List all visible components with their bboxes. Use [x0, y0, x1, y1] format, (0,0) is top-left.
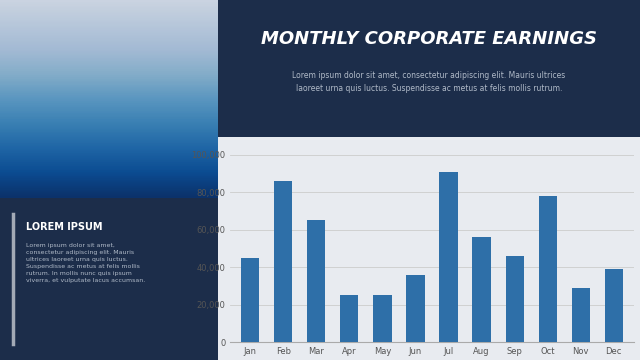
- Bar: [539, 196, 557, 342]
- Bar: [472, 237, 491, 342]
- Bar: [406, 275, 424, 342]
- Bar: [572, 288, 590, 342]
- Bar: [605, 269, 623, 342]
- Bar: [506, 256, 524, 342]
- Text: LOREM IPSUM: LOREM IPSUM: [26, 222, 102, 232]
- Bar: [274, 181, 292, 342]
- Text: Lorem ipsum dolor sit amet, consectetur adipiscing elit. Mauris ultrices
laoreet: Lorem ipsum dolor sit amet, consectetur …: [292, 71, 565, 93]
- Bar: [373, 295, 392, 342]
- Text: MONTHLY CORPORATE EARNINGS: MONTHLY CORPORATE EARNINGS: [261, 30, 596, 48]
- Bar: [340, 295, 358, 342]
- Text: Lorem ipsum dolor sit amet,
consectetur adipiscing elit. Mauris
ultrices laoreet: Lorem ipsum dolor sit amet, consectetur …: [26, 243, 145, 283]
- Bar: [241, 258, 259, 342]
- Bar: [307, 220, 325, 342]
- Bar: [440, 172, 458, 342]
